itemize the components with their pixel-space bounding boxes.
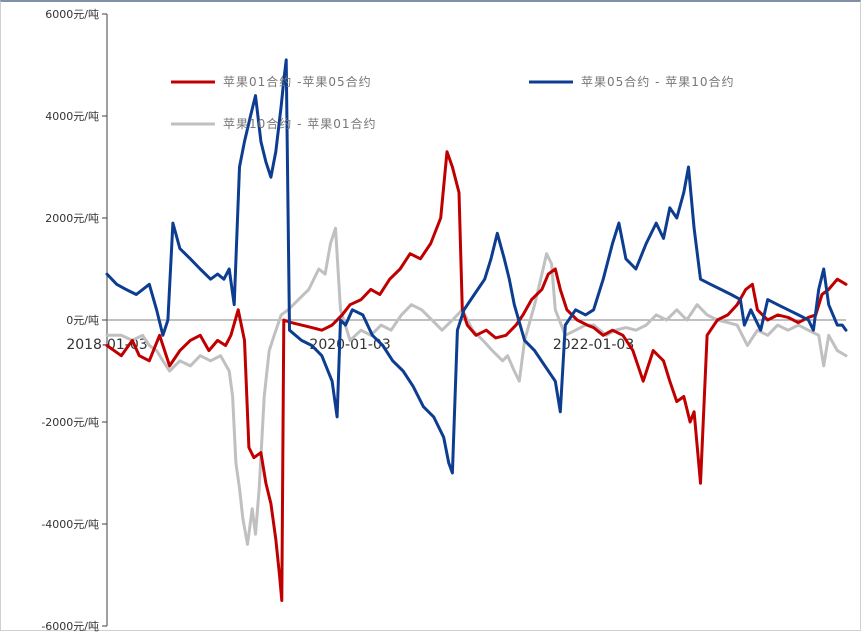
legend-label-3: 苹果10合约 - 苹果01合约 [223,116,377,131]
series-line-2 [105,58,848,475]
y-tick-label-2000: -2000元/吨 [41,416,99,429]
x-tick-label-2020-01-03: 2020-01-03 [309,337,390,353]
legend-label-1: 苹果01合约 -苹果05合约 [223,74,372,89]
y-axis: 6000元/吨 4000元/吨 2000元/吨 0元/吨 -2000元/吨 -4000元/… [41,8,108,632]
series-layer [105,58,848,602]
y-tick-label-0: 0元/吨 [66,314,99,327]
y-tick-label-2000: 2000元/吨 [45,212,99,225]
y-tick-label-4000: 4000元/吨 [45,110,99,123]
x-axis: 2018-01-03 2020-01-03 2022-01-03 [66,319,846,353]
y-tick-label-4000: -4000元/吨 [41,518,99,531]
series-line-3 [105,226,848,546]
x-tick-label-2022-01-03: 2022-01-03 [553,337,634,353]
legend-label-2: 苹果05合约 - 苹果10合约 [581,74,735,89]
series-line-1 [105,150,848,602]
y-tick-label-6000: -6000元/吨 [41,620,99,632]
y-tick-label-6000: 6000元/吨 [45,8,99,21]
